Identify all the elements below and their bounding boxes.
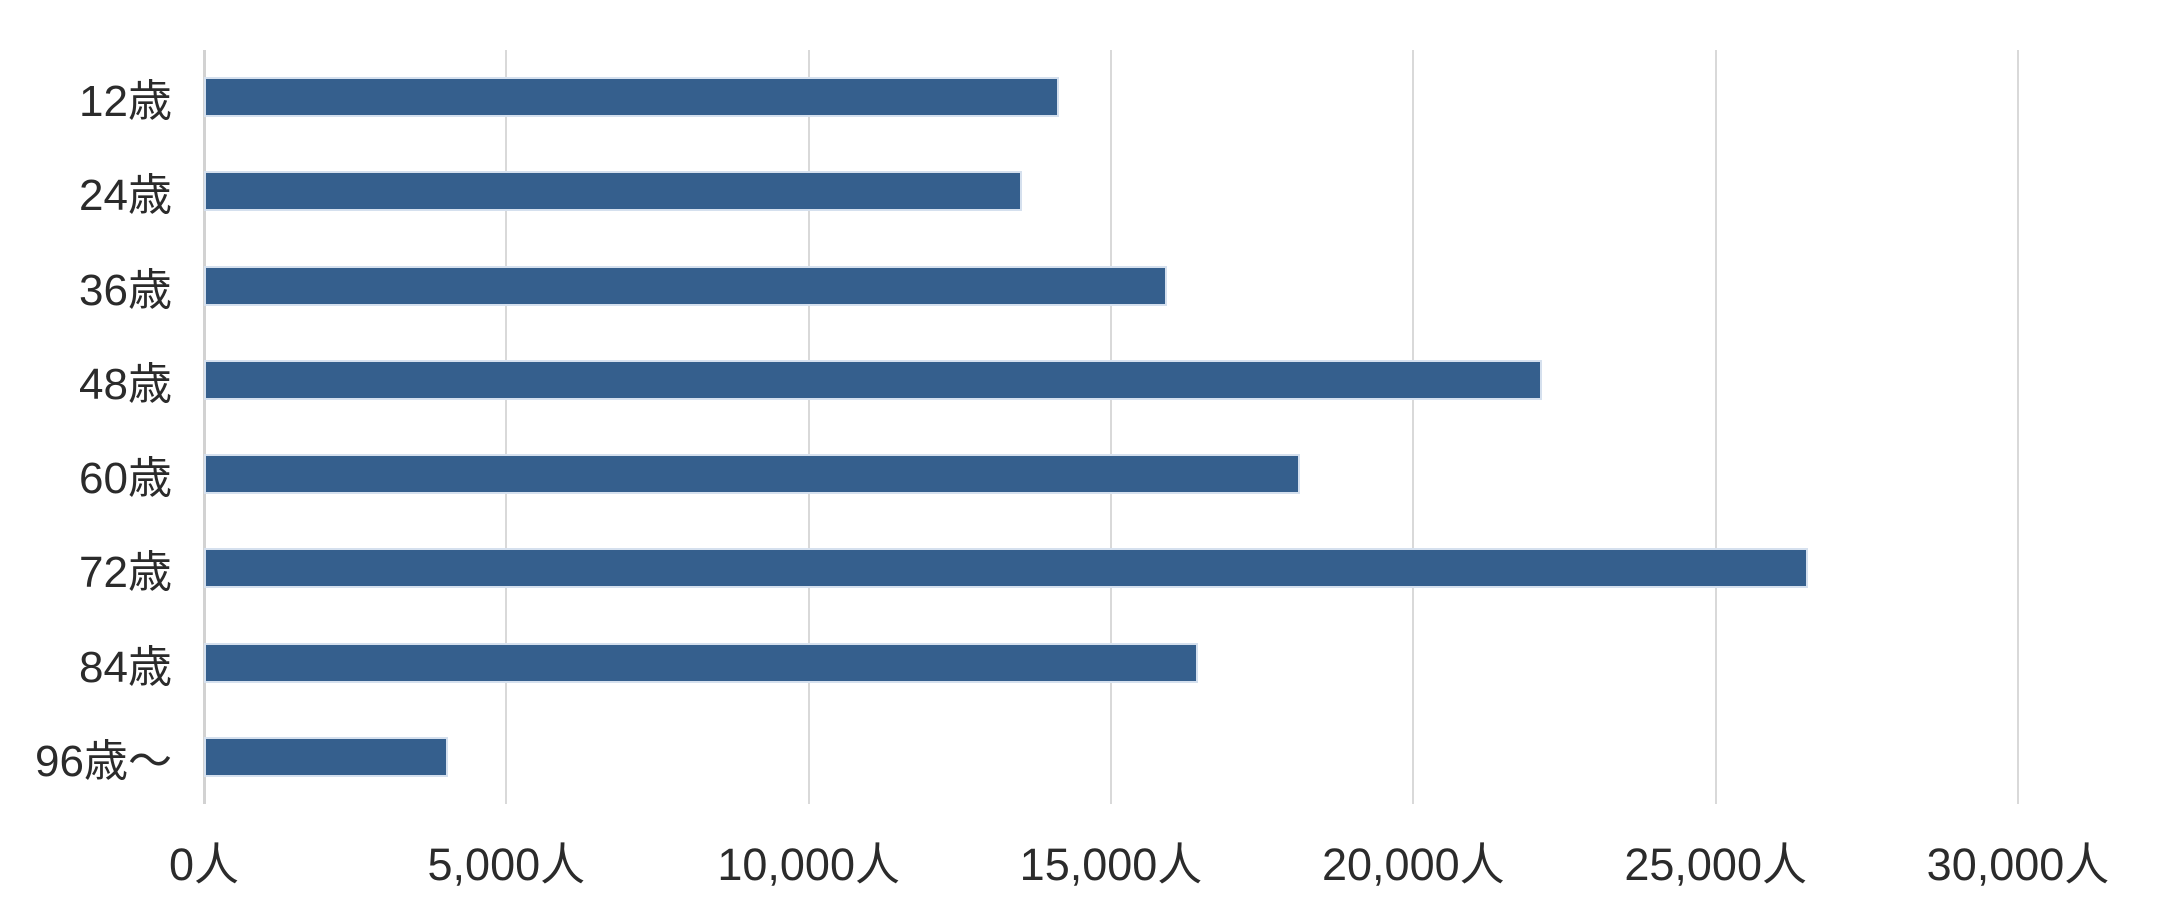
- y-axis-category-label: 60歳: [79, 454, 172, 504]
- y-axis-category-label: 12歳: [79, 77, 172, 127]
- y-axis-category-label: 36歳: [79, 265, 172, 315]
- bar-12歳: [204, 77, 1059, 118]
- x-axis-tick-label: 0人: [168, 839, 240, 890]
- x-axis-tick-label: 25,000人: [1624, 839, 1807, 890]
- x-axis-tick-label: 5,000人: [427, 839, 586, 890]
- x-gridline: [505, 50, 508, 804]
- x-gridline: [1110, 50, 1112, 804]
- x-axis-tick-label: 15,000人: [1019, 839, 1203, 890]
- bar-48歳: [203, 359, 1543, 400]
- bar-60歳: [203, 454, 1301, 495]
- bar-96歳〜: [204, 736, 448, 777]
- x-gridline: [807, 50, 810, 804]
- x-axis-tick-label: 30,000人: [1926, 839, 2110, 890]
- bar-24歳: [203, 171, 1023, 212]
- x-gridline: [2017, 50, 2019, 804]
- x-axis-tick-label: 10,000人: [717, 839, 900, 890]
- y-axis-category-label: 96歳〜: [35, 736, 172, 786]
- bar-72歳: [203, 548, 1809, 589]
- x-axis-tick-label: 20,000人: [1322, 839, 1505, 890]
- y-axis-category-label: 72歳: [79, 548, 172, 598]
- y-axis-category-label: 24歳: [79, 171, 172, 221]
- x-gridline: [1714, 50, 1717, 804]
- x-gridline: [1412, 50, 1415, 804]
- y-axis-category-label: 84歳: [79, 642, 172, 692]
- bar-84歳: [204, 642, 1198, 683]
- y-axis-category-label: 48歳: [79, 359, 172, 409]
- bar-36歳: [203, 265, 1168, 306]
- y-axis-line: [202, 50, 206, 804]
